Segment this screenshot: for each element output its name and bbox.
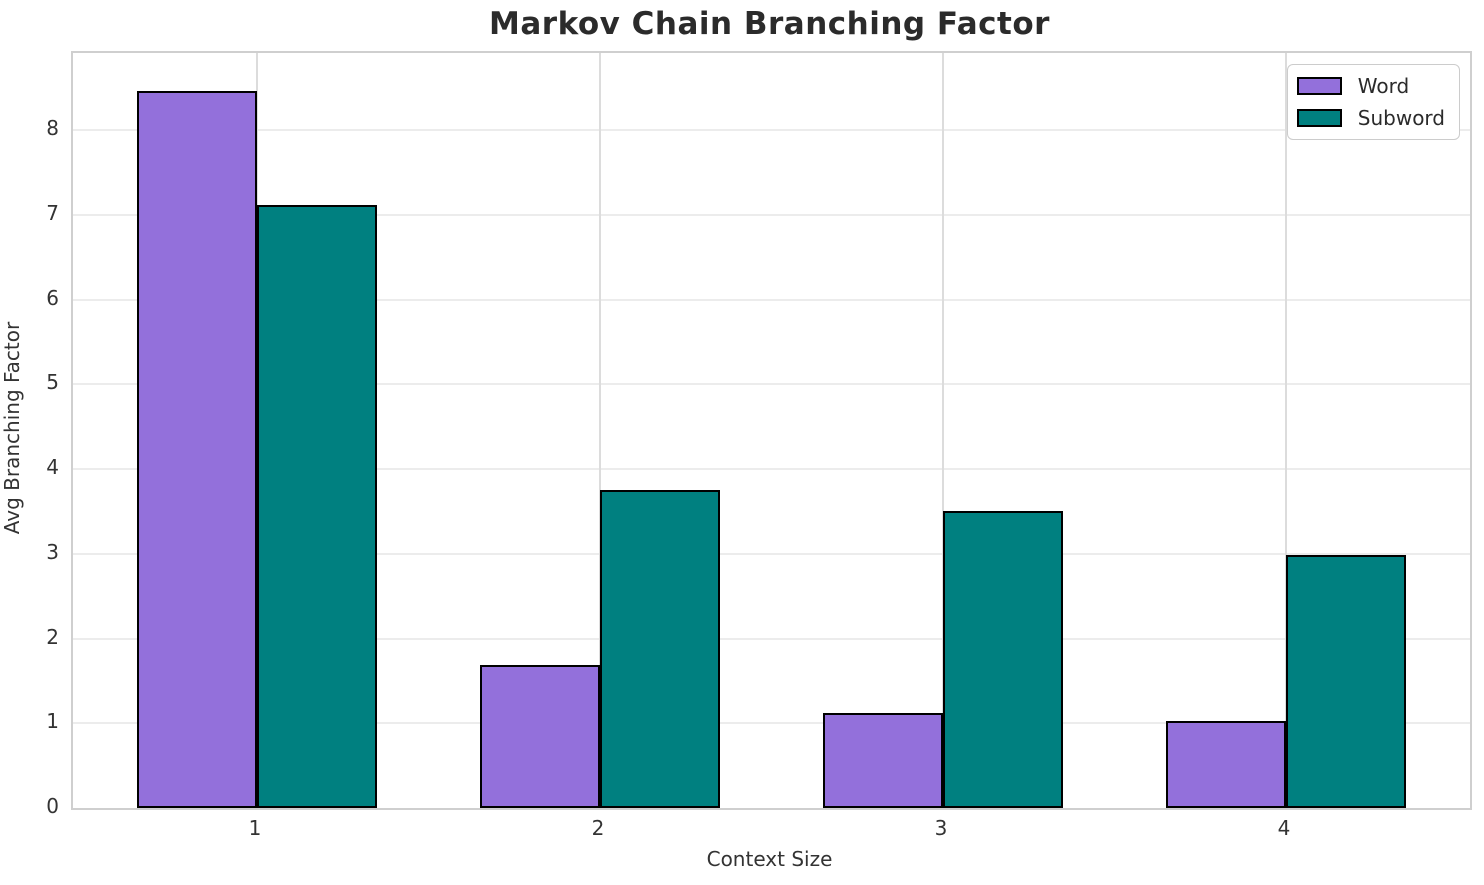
gridline-horizontal (73, 213, 1470, 216)
bar-word-1 (136, 91, 257, 808)
gridline-vertical (1285, 53, 1287, 808)
chart-title: Markov Chain Branching Factor (489, 6, 1050, 42)
gridline-vertical (598, 53, 601, 808)
gridline-horizontal (73, 552, 1470, 555)
legend-swatch-word (1296, 77, 1342, 95)
legend-item-word: Word (1296, 74, 1445, 98)
bar-word-4 (1166, 720, 1286, 808)
y-tick-label: 0 (46, 794, 59, 818)
y-tick-label: 4 (46, 455, 59, 480)
y-tick-label: 5 (46, 370, 59, 395)
legend-label: Subword (1357, 106, 1445, 130)
y-tick-label: 1 (46, 709, 59, 734)
bar-word-2 (479, 664, 600, 808)
bar-subword-1 (256, 204, 377, 808)
x-tick-label: 4 (1277, 816, 1291, 840)
bar-subword-4 (1286, 554, 1406, 808)
y-axis-label: Avg Branching Factor (0, 321, 24, 535)
y-tick-label: 7 (46, 200, 59, 225)
x-axis-label: Context Size (706, 847, 833, 871)
gridline-horizontal (73, 722, 1470, 725)
legend-swatch-subword (1296, 109, 1342, 127)
y-tick-label: 2 (46, 624, 59, 649)
legend-label: Word (1357, 74, 1410, 98)
x-tick-label: 3 (934, 816, 948, 840)
y-tick-label: 3 (46, 539, 59, 564)
plot-area: Word Subword (71, 51, 1472, 810)
y-tick-label: 6 (46, 285, 59, 310)
gridline-horizontal (73, 298, 1470, 301)
legend-item-subword: Subword (1296, 106, 1445, 130)
gridline-horizontal (73, 383, 1470, 386)
bar-word-3 (823, 713, 943, 808)
gridline-horizontal (73, 637, 1470, 640)
gridline-vertical (942, 53, 944, 808)
y-tick-label: 8 (46, 116, 59, 141)
gridline-horizontal (73, 129, 1470, 132)
bar-subword-2 (599, 490, 720, 808)
bar-subword-3 (943, 510, 1063, 808)
gridline-horizontal (73, 468, 1470, 471)
legend: Word Subword (1286, 64, 1460, 140)
x-tick-label: 1 (248, 816, 262, 840)
x-tick-label: 2 (591, 816, 605, 840)
